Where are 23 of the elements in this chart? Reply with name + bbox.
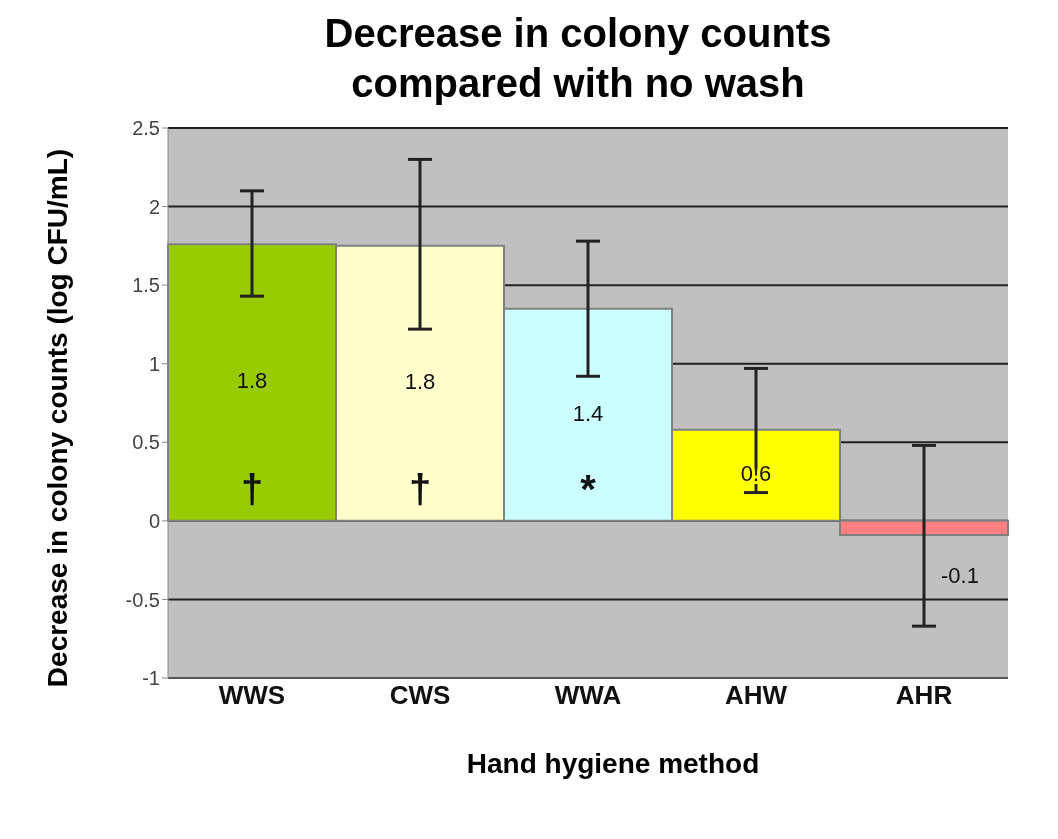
y-tick-label: 2.5 [132,117,160,140]
x-tick-label: WWA [554,680,622,711]
x-tick-label: AHR [895,680,953,711]
annotation: * [580,467,597,512]
y-tick-label: 2 [148,195,160,218]
y-tick-label: 1 [148,352,160,375]
x-tick-label: WWS [218,680,286,711]
y-tick-label: 0.5 [132,431,160,454]
x-tick-label: AHW [724,680,788,711]
y-tick-label: 0 [148,509,160,532]
data-label: 1.4 [572,400,604,426]
x-tick-label: CWS [389,680,451,711]
x-axis-title: Hand hygiene method [465,748,761,780]
annotation: † [240,467,264,512]
data-label: 1.8 [404,369,436,395]
y-axis-title: Decrease in colony counts (log CFU/mL) [41,147,74,690]
annotation: † [408,467,432,512]
chart-title: Decrease in colony counts compared with no wash [323,10,833,107]
y-tick-label: -1 [142,667,160,690]
y-tick-label: 1.5 [132,274,160,297]
data-label: 1.8 [236,368,268,394]
y-tick-label: -0.5 [125,588,160,611]
data-label: -0.1 [941,562,979,588]
